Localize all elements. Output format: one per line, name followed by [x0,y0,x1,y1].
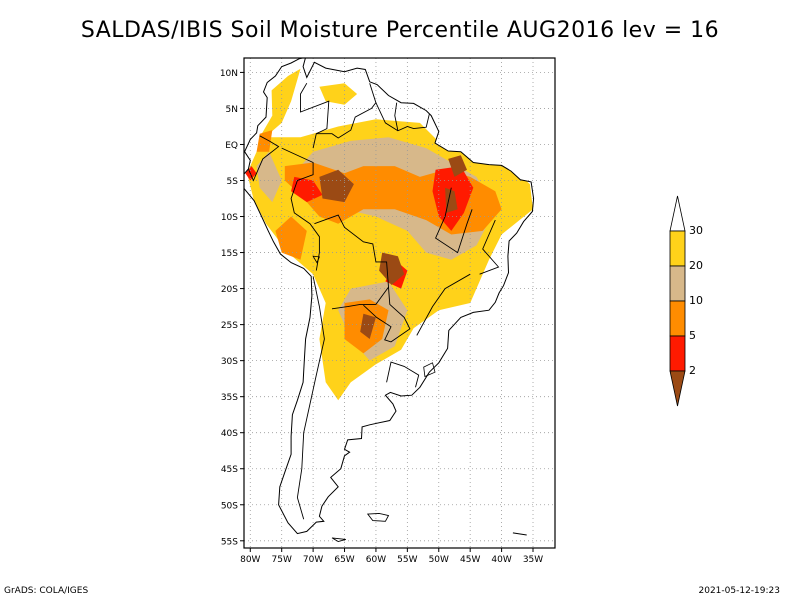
map-frame [243,57,556,549]
coastline [244,58,535,535]
lat-tick-label: 10N [220,69,238,79]
percentile-region-p20_30 [319,83,358,105]
percentile-region-below2 [445,187,458,213]
colorbar-legend: 30 20 10 5 2 [669,195,703,407]
lat-tick-label: 40S [221,429,238,439]
percentile-region-p20_30 [259,68,301,138]
political-border [375,102,430,132]
legend-swatch-p20_30 [669,230,686,267]
political-border [386,361,420,388]
graticule [244,58,555,548]
lon-tick-label: 80W [240,555,260,565]
percentile-region-below2 [319,169,354,203]
lat-tick-label: 20S [221,285,238,295]
lat-tick-label: 30S [221,357,238,367]
lon-tick-label: 45W [460,555,480,565]
political-border [416,273,471,336]
legend-swatch-p10_20 [669,265,686,302]
percentile-region-p5_10 [256,130,273,152]
political-border [394,102,399,131]
lat-tick-label: 5S [227,177,239,187]
lat-tick-label: 45S [221,465,238,475]
lake-titicaca [312,255,320,264]
lon-tick-label: 75W [272,555,292,565]
lon-tick-label: 55W [397,555,417,565]
percentile-region-p2_5 [245,166,257,181]
legend-label: 20 [689,259,703,272]
tierra-del-fuego-island [331,537,346,542]
footer-timestamp: 2021-05-12-19:23 [698,586,781,596]
lat-tick-label: 10S [221,213,238,223]
chart-title: SALDAS/IBIS Soil Moisture Percentile AUG… [80,18,720,43]
legend-label: 5 [689,329,696,342]
percentile-region-below2 [360,313,376,339]
lat-tick-label: 15S [221,249,238,259]
south-georgia [512,532,527,536]
footer-credit: GrADS: COLA/IGES [4,586,89,596]
political-border [296,276,325,520]
lat-tick-label: 55S [221,537,238,547]
lagoa-dos-patos [423,362,436,378]
lat-tick-label: 35S [221,393,238,403]
lon-tick-label: 70W [303,555,323,565]
percentile-region-below2 [448,155,467,177]
political-border [281,147,320,271]
lon-tick-label: 35W [523,555,543,565]
political-border [300,82,330,149]
legend-swatch-p5_10 [669,300,686,337]
political-border [316,83,377,139]
political-border [435,187,473,254]
percentile-region-below2 [379,252,405,285]
falkland-islands [366,512,390,522]
legend-swatch-above30 [669,195,686,232]
lat-tick-label: EQ [225,141,238,151]
percentile-region-p2_5 [291,176,323,203]
percentile-region-p10_20 [256,151,282,203]
lon-tick-label: 50W [429,555,449,565]
legend-swatch-p2_5 [669,335,686,372]
political-border [363,287,411,343]
lat-tick-label: 25S [221,321,238,331]
lon-tick-label: 40W [491,555,511,565]
political-border [247,135,280,182]
legend-label: 10 [689,294,703,307]
legend-label: 30 [689,224,703,237]
lon-tick-label: 65W [334,555,354,565]
percentile-region-p5_10 [275,216,307,260]
political-border [479,219,500,275]
lat-tick-label: 5N [226,105,238,115]
lat-tick-label: 50S [221,501,238,511]
lon-tick-label: 60W [366,555,386,565]
political-border [314,214,389,310]
legend-swatch-below2 [669,370,686,407]
legend-label: 2 [689,364,696,377]
